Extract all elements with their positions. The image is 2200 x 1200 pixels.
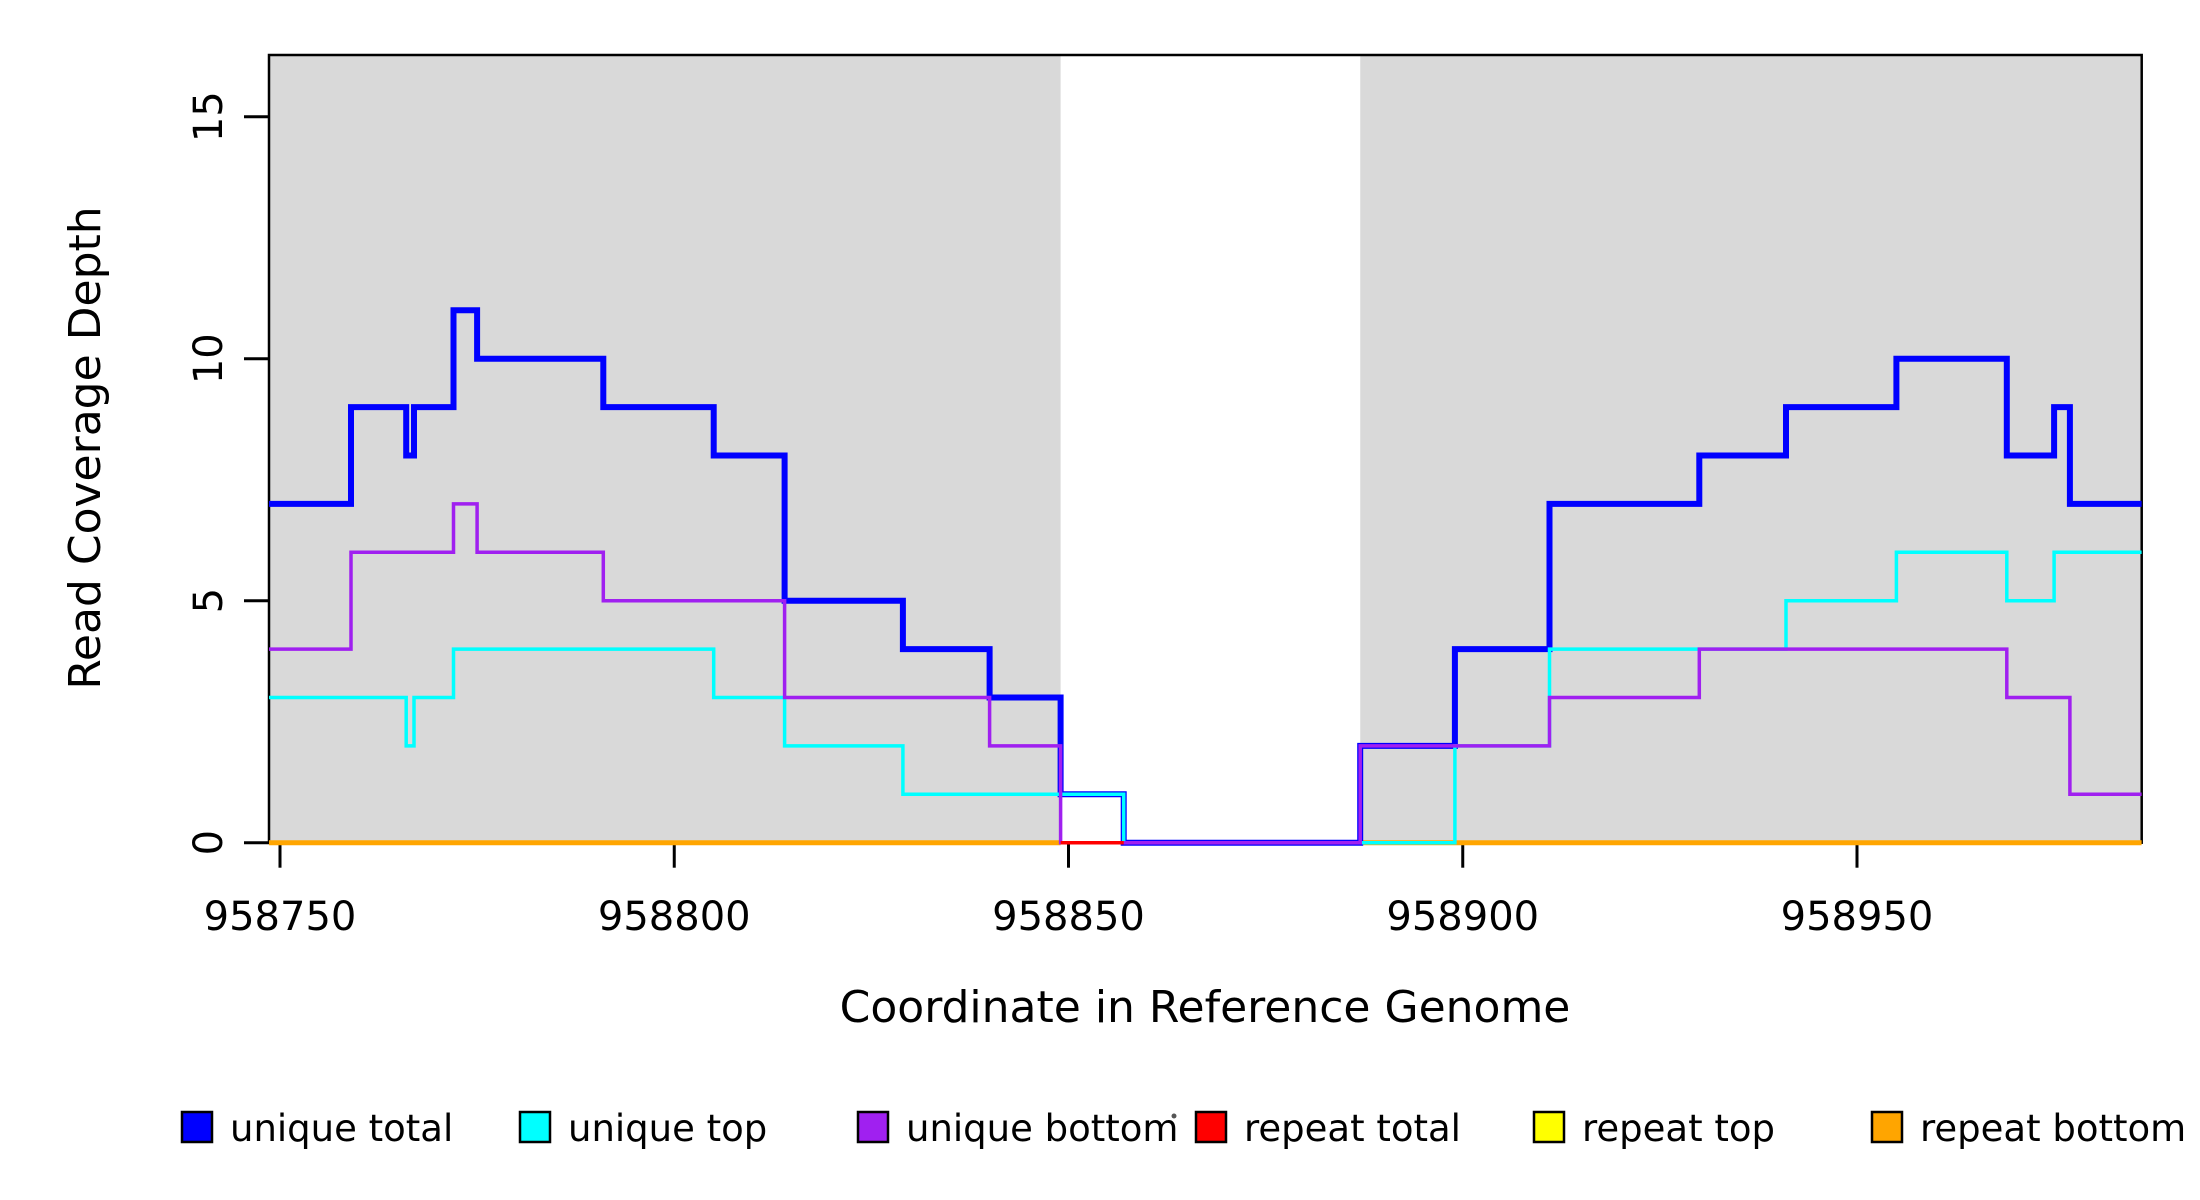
legend-swatch-repeat-top xyxy=(1532,1110,1566,1144)
legend-label-repeat-total: repeat total xyxy=(1244,1107,1461,1150)
x-tick-label: 958800 xyxy=(598,894,751,940)
x-axis-title: Coordinate in Reference Genome xyxy=(840,982,1571,1033)
series-lines xyxy=(269,307,2142,846)
y-tick-label: 15 xyxy=(186,91,232,142)
legend-swatch-repeat-total xyxy=(1194,1110,1228,1144)
legend-swatch-unique-top xyxy=(518,1110,552,1144)
shaded-region-1 xyxy=(269,55,1061,843)
series-line-unique-bottom xyxy=(269,502,2142,845)
legend-label-unique-top: unique top xyxy=(568,1107,767,1150)
legend-swatch-unique-bottom xyxy=(856,1110,890,1144)
stray-dot xyxy=(1171,1113,1177,1119)
legend-swatch-unique-total xyxy=(180,1110,214,1144)
legend-label-unique-total: unique total xyxy=(230,1107,453,1150)
legend-label-repeat-bottom: repeat bottom xyxy=(1920,1107,2186,1150)
x-tick-label: 958850 xyxy=(992,894,1145,940)
axes: 958750 958800 958850 958900 958950 0 5 10 15 xyxy=(186,91,1933,940)
y-tick-label: 10 xyxy=(186,333,232,384)
legend: unique total unique top unique bottom repea… xyxy=(180,1107,2186,1150)
legend-swatch-repeat-bottom xyxy=(1870,1110,1904,1144)
shaded-regions xyxy=(269,55,2142,843)
y-axis-title: Read Coverage Depth xyxy=(60,206,111,689)
y-tick-label: 5 xyxy=(186,588,232,613)
series-line-unique-top xyxy=(269,550,2142,845)
x-tick-label: 958950 xyxy=(1781,894,1934,940)
x-tick-label: 958750 xyxy=(204,894,357,940)
y-tick-label: 0 xyxy=(186,830,232,855)
legend-label-unique-bottom: unique bottom xyxy=(906,1107,1178,1150)
x-tick-label: 958900 xyxy=(1386,894,1539,940)
shaded-region-2 xyxy=(1360,55,2142,843)
legend-label-repeat-top: repeat top xyxy=(1582,1107,1775,1150)
